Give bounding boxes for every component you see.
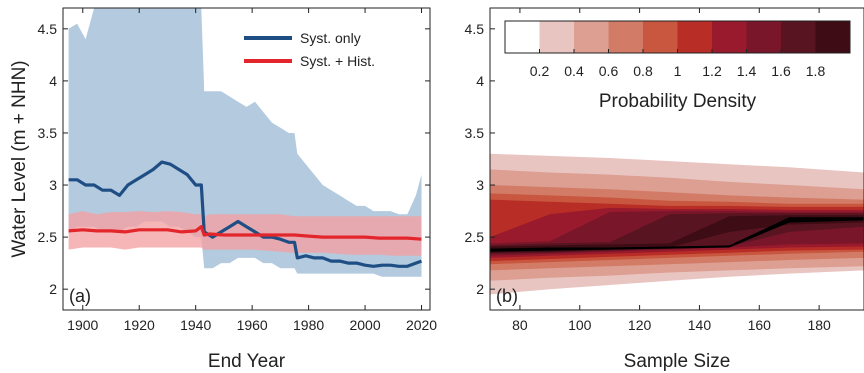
x-tick-label: 80: [512, 317, 528, 333]
x-tick-label: 140: [688, 317, 712, 333]
colorbar-swatch: [643, 21, 678, 53]
colorbar-swatch: [712, 21, 747, 53]
y-tick-label: 2: [49, 281, 57, 297]
panel-b-axes-frame: [489, 7, 864, 311]
colorbar-tick-label: 0.4: [564, 63, 584, 79]
y-tick-label: 4.5: [465, 21, 485, 37]
y-tick-label: 2.5: [38, 229, 58, 245]
x-tick-label: 1920: [124, 317, 155, 333]
y-tick-label: 3: [476, 177, 484, 193]
legend-label-syst-only: Syst. only: [300, 30, 361, 46]
colorbar-tick-label: 1.8: [806, 63, 826, 79]
x-tick-label: 1980: [293, 317, 324, 333]
colorbar-swatch: [746, 21, 782, 53]
colorbar-swatch: [574, 21, 609, 53]
y-tick-label: 2: [476, 281, 484, 297]
panel-b-plot-area: [490, 153, 864, 295]
panel-a-label: (a): [69, 286, 91, 306]
panel-b-x-axis-label: Sample Size: [624, 351, 731, 372]
colorbar-tick-label: 0.6: [599, 63, 619, 79]
series-line-syst-hist: [68, 225, 422, 241]
colorbar-swatch: [815, 21, 851, 53]
colorbar-swatch: [505, 21, 540, 53]
x-tick-label: 100: [568, 317, 592, 333]
x-tick-label: 180: [807, 317, 831, 333]
colorbar-tick-label: 0.2: [530, 63, 550, 79]
colorbar-swatch: [608, 21, 644, 53]
y-tick-label: 4: [49, 73, 57, 89]
density-contour-level-9: [490, 215, 864, 253]
y-tick-label: 3.5: [38, 125, 58, 141]
colorbar-tick-label: 0.8: [633, 63, 653, 79]
panel-a: 1900 1920 1940 1960 1980 2000 2020 2 2.5 3 3.5 4 4.5…: [9, 7, 437, 372]
x-tick-label: 120: [628, 317, 652, 333]
y-tick-label: 2.5: [465, 229, 485, 245]
x-tick-label: 1940: [180, 317, 211, 333]
colorbar-swatch: [781, 21, 816, 53]
x-tick-label: 2020: [406, 317, 437, 333]
panel-a-x-axis-label: End Year: [208, 351, 286, 372]
legend-label-syst-hist: Syst. + Hist.: [300, 53, 375, 69]
x-tick-label: 2000: [349, 317, 380, 333]
panel-a-legend: Syst. only Syst. + Hist.: [244, 30, 375, 69]
colorbar-tick-label: 1: [674, 63, 682, 79]
y-tick-label: 4.5: [38, 21, 58, 37]
x-tick-label: 160: [748, 317, 772, 333]
x-tick-label: 1960: [237, 317, 268, 333]
panel-b-ticks: 80 100 120 140 160 180 2 2.5 3 3.5 4 4.5: [465, 8, 831, 333]
y-tick-label: 4: [476, 73, 484, 89]
colorbar-swatch: [539, 21, 575, 53]
x-tick-label: 1900: [67, 317, 98, 333]
y-tick-label: 3: [49, 177, 57, 193]
panel-b: 80 100 120 140 160 180 2 2.5 3 3.5 4 4.5 Sample Siz…: [465, 7, 864, 372]
density-contour-level-10: [490, 217, 864, 252]
colorbar-tick-label: 1.4: [737, 63, 757, 79]
series-line-syst-only: [68, 160, 423, 268]
panel-a-axes-frame: [62, 7, 431, 311]
panel-a-plot-area: [68, 8, 423, 277]
panel-b-label: (b): [496, 286, 518, 306]
band-syst-only: [68, 8, 422, 277]
panel-a-y-axis-label: Water Level (m + NHN): [9, 60, 30, 257]
colorbar-tick-label: 1.2: [702, 63, 722, 79]
colorbar-label: Probability Density: [599, 91, 757, 112]
y-tick-label: 3.5: [465, 125, 485, 141]
panel-a-ticks: 1900 1920 1940 1960 1980 2000 2020 2 2.5 3 3.5 4 4.5: [38, 8, 437, 333]
colorbar-tick-label: 1.6: [771, 63, 791, 79]
colorbar: 0.2 0.4 0.6 0.8 1 1.2 1.4 1.6 1.8: [504, 20, 851, 79]
colorbar-swatch: [677, 21, 713, 53]
